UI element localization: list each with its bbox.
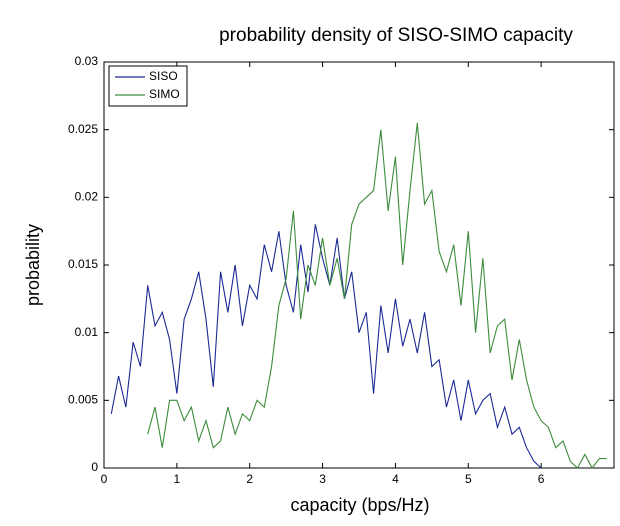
y-tick-label: 0.02: [75, 190, 99, 204]
chart-title: probability density of SISO-SIMO capacit…: [219, 25, 573, 46]
x-tick-label: 5: [465, 472, 472, 486]
x-tick-label: 2: [246, 472, 253, 486]
plot-area: [103, 61, 615, 469]
y-tick-label: 0.005: [68, 393, 98, 407]
x-tick-label: 6: [538, 472, 545, 486]
legend-label: SIMO: [149, 87, 180, 101]
legend-box: [108, 65, 188, 107]
y-tick-label: 0: [91, 460, 98, 474]
y-tick-label: 0.015: [68, 257, 98, 271]
y-axis-label: probability: [23, 224, 43, 306]
legend-label: SISO: [149, 69, 178, 83]
x-tick-label: 1: [174, 472, 181, 486]
x-tick-label: 0: [101, 472, 108, 486]
x-tick-label: 4: [392, 472, 399, 486]
x-axis-label: capacity (bps/Hz): [290, 495, 429, 515]
y-tick-label: 0.01: [75, 325, 99, 339]
x-tick-label: 3: [319, 472, 326, 486]
series-line: [110, 224, 542, 469]
series-line: [147, 122, 607, 470]
y-tick-label: 0.025: [68, 122, 98, 136]
y-tick-label: 0.03: [75, 54, 99, 68]
